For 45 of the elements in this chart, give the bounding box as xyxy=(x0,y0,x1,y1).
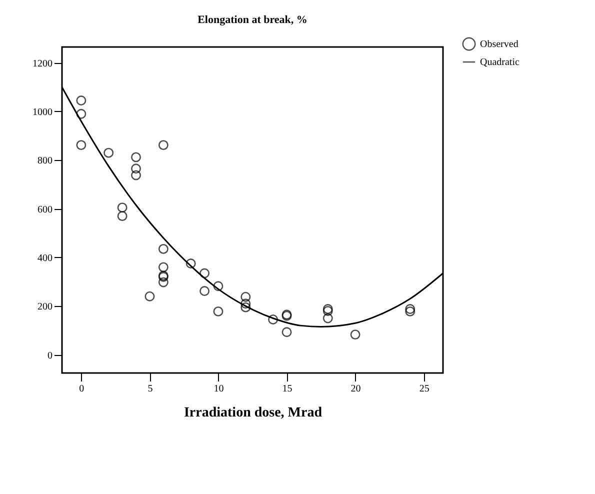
point xyxy=(158,277,168,288)
point xyxy=(240,298,251,309)
legend-label: Observed xyxy=(480,39,518,50)
point xyxy=(131,152,141,162)
point xyxy=(76,140,86,150)
point xyxy=(282,327,292,338)
point xyxy=(131,170,141,180)
point xyxy=(158,244,168,254)
point xyxy=(144,291,155,302)
point xyxy=(213,281,224,292)
point xyxy=(268,314,278,324)
x-tick-label: 5 xyxy=(148,384,153,394)
point xyxy=(104,148,114,158)
point xyxy=(240,302,251,312)
point xyxy=(158,140,168,150)
y-tick-label: 1000 xyxy=(32,106,52,118)
point xyxy=(322,313,333,324)
y-tick-label: 800 xyxy=(38,156,52,167)
x-axis-title: Irradiation dose, Mrad xyxy=(184,406,322,420)
point xyxy=(240,292,251,302)
point xyxy=(200,268,210,278)
x-tick-label: 20 xyxy=(350,384,361,394)
y-tick-label: 600 xyxy=(38,204,52,216)
point xyxy=(117,202,128,213)
y-tick-label: 0 xyxy=(48,350,52,362)
point xyxy=(200,286,210,296)
point xyxy=(117,211,128,222)
point xyxy=(76,96,86,106)
x-tick-label: 10 xyxy=(214,384,224,394)
point xyxy=(158,262,168,272)
legend-label: Quadratic xyxy=(480,57,520,68)
chart-title: Elongation at break, % xyxy=(198,14,308,26)
x-tick-label: 15 xyxy=(282,384,292,394)
point xyxy=(186,258,196,268)
point xyxy=(350,330,360,340)
y-tick-label: 200 xyxy=(38,302,52,313)
point xyxy=(405,304,416,314)
point xyxy=(405,306,416,316)
x-tick-label: 0 xyxy=(79,384,84,394)
y-tick-label: 1200 xyxy=(32,58,52,70)
point xyxy=(213,306,224,316)
x-tick-label: 25 xyxy=(419,384,430,394)
y-tick-label: 400 xyxy=(38,252,52,264)
point xyxy=(131,164,141,174)
point xyxy=(76,108,86,119)
